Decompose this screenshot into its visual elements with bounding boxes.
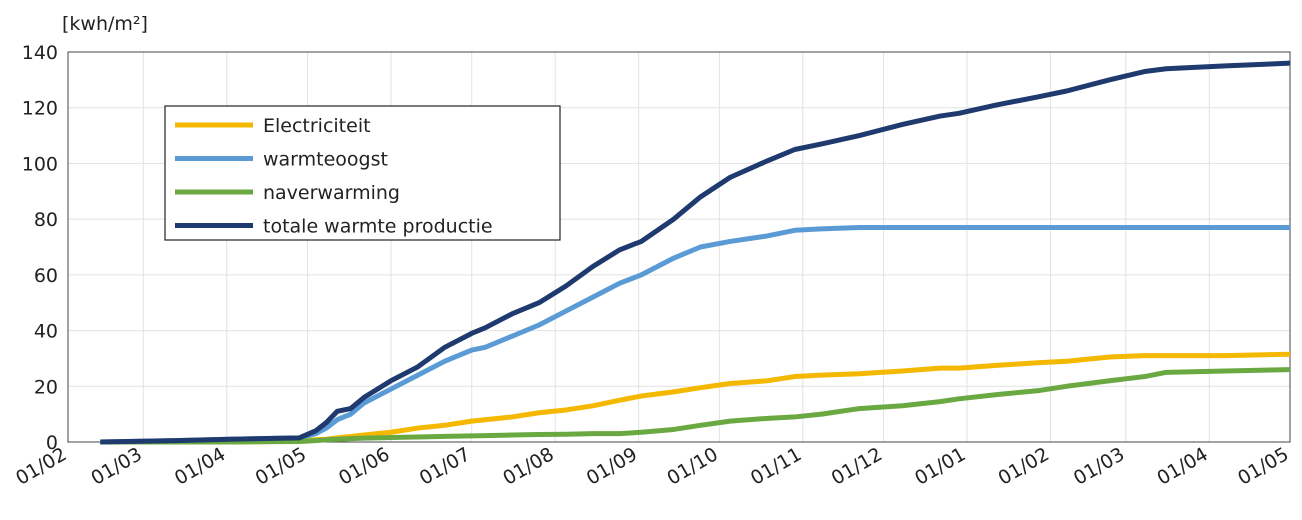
y-tick-label: 120 <box>22 98 58 120</box>
x-tick-label: 01/05 <box>252 443 310 489</box>
x-tick-label: 01/05 <box>1234 443 1292 489</box>
y-tick-label: 40 <box>34 321 58 343</box>
legend-label: totale warmte productie <box>263 216 493 238</box>
y-tick-label: 140 <box>22 42 58 64</box>
series-line <box>100 60 1291 445</box>
x-tick-label: 01/03 <box>87 443 145 489</box>
x-tick-label: 01/06 <box>335 443 393 489</box>
x-tick-label: 01/10 <box>663 443 721 489</box>
y-tick-label: 0 <box>46 432 58 454</box>
plot-frame <box>67 51 1291 443</box>
series-line <box>100 351 1291 445</box>
x-tick-label: 01/04 <box>171 443 229 489</box>
x-tick-label: 01/11 <box>747 443 805 489</box>
legend-label: naverwarming <box>263 182 400 204</box>
legend-label: warmteoogst <box>263 149 388 171</box>
x-tick-label: 01/04 <box>1153 443 1211 489</box>
y-tick-label: 20 <box>34 376 58 398</box>
x-tick-label: 01/01 <box>911 443 969 489</box>
x-tick-label: 01/12 <box>828 443 886 489</box>
legend-label: Electriciteit <box>263 115 371 137</box>
x-tick-label: 01/02 <box>12 443 70 489</box>
series-line <box>100 225 1290 445</box>
x-tick-label: 01/02 <box>995 443 1053 489</box>
y-tick-label: 60 <box>34 265 58 287</box>
x-tick-label: 01/08 <box>499 443 557 489</box>
series-line <box>100 367 1291 445</box>
x-tick-label: 01/03 <box>1070 443 1128 489</box>
legend-box <box>164 105 561 241</box>
y-tick-label: 80 <box>34 209 58 231</box>
y-axis-label: [kwh/m²] <box>62 13 148 35</box>
y-tick-label: 100 <box>22 153 58 175</box>
x-tick-label: 01/07 <box>416 443 474 489</box>
x-tick-label: 01/09 <box>583 443 641 489</box>
